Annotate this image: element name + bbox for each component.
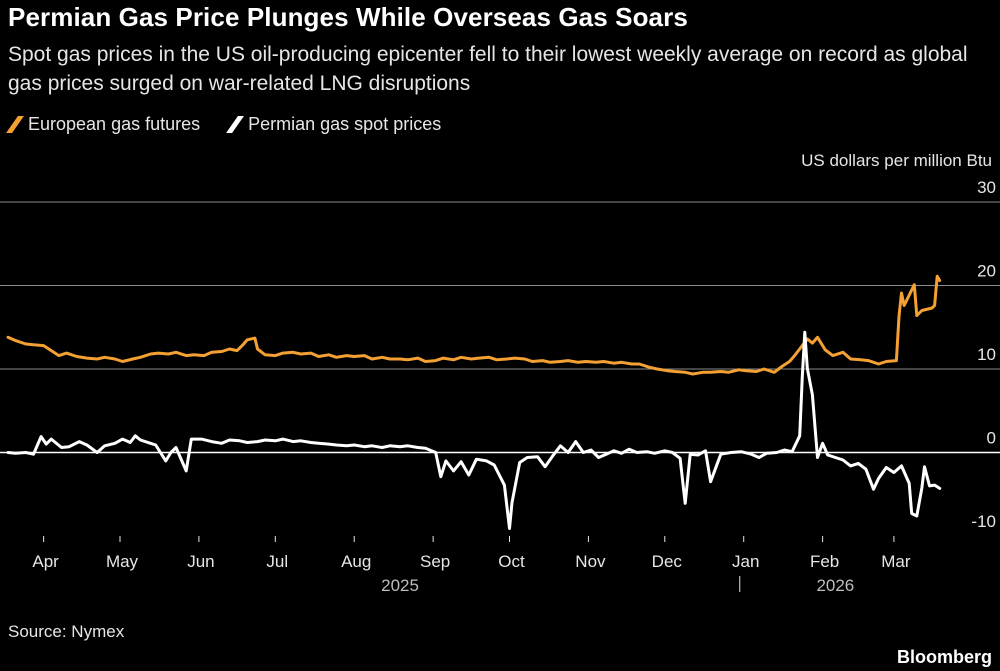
chart-subtitle: Spot gas prices in the US oil-producing … — [8, 43, 968, 95]
y-tick-label: 0 — [987, 429, 996, 448]
x-year-label: 2025 — [381, 576, 419, 595]
x-tick-label: Aug — [341, 552, 371, 571]
brand-logo-text: Bloomberg — [896, 647, 992, 667]
y-tick-label: 30 — [977, 178, 996, 197]
chart-title: Permian Gas Price Plunges While Overseas… — [8, 2, 688, 32]
x-tick-label: Mar — [881, 552, 911, 571]
x-tick-label: Sep — [420, 552, 450, 571]
x-tick-label: Jul — [266, 552, 288, 571]
x-tick-label: Feb — [810, 552, 839, 571]
x-tick-label: Jan — [732, 552, 759, 571]
legend-label-european-gas: European gas futures — [28, 114, 201, 134]
x-tick-label: Jun — [187, 552, 214, 571]
series-line-permian-gas — [6, 330, 942, 530]
x-tick-label: Oct — [498, 552, 525, 571]
y-tick-label: 20 — [977, 262, 996, 281]
x-tick-label: Dec — [652, 552, 683, 571]
x-tick-label: Apr — [32, 552, 59, 571]
y-axis-unit-label: US dollars per million Btu — [801, 151, 992, 170]
y-tick-label: 10 — [977, 345, 996, 364]
series-line-european-gas — [6, 274, 942, 376]
y-tick-label: -10 — [971, 512, 996, 531]
source-note: Source: Nymex — [8, 622, 125, 641]
legend: European gas futures Permian gas spot pr… — [6, 114, 442, 135]
x-tick-label: Nov — [575, 552, 606, 571]
legend-item-permian-gas: Permian gas spot prices — [226, 114, 442, 135]
x-year-label: 2026 — [816, 576, 854, 595]
legend-label-permian-gas: Permian gas spot prices — [248, 114, 442, 134]
legend-item-european-gas: European gas futures — [6, 114, 201, 135]
x-tick-label: May — [106, 552, 139, 571]
